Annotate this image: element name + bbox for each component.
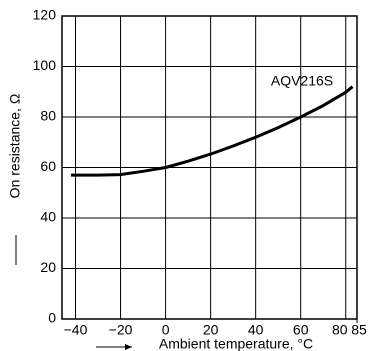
x-tick-label: 20 [203, 322, 219, 338]
y-axis-label: On resistance, Ω [7, 94, 23, 199]
curve [71, 85, 354, 177]
y-tick-label: 0 [48, 310, 56, 326]
series-label: AQV216S [271, 73, 333, 89]
y-tick-label: 80 [40, 108, 56, 124]
x-tick-label: −20 [109, 322, 133, 338]
y-tick-label: 100 [33, 57, 57, 73]
x-tick-label: 85 [351, 322, 367, 338]
x-label-arrowhead [125, 344, 132, 350]
y-tick-label: 60 [40, 158, 56, 174]
y-tick-label: 20 [40, 259, 56, 275]
x-tick-label: 60 [293, 322, 309, 338]
plot-frame [61, 15, 358, 320]
x-axis-label: Ambient temperature, °C [159, 336, 313, 351]
y-tick-label: 120 [33, 7, 57, 23]
x-tick-label: 0 [162, 322, 170, 338]
x-tick-label: 80 [332, 322, 348, 338]
y-tick-label: 40 [40, 209, 56, 225]
x-tick-label: 40 [248, 322, 264, 338]
x-tick-label: −40 [64, 322, 88, 338]
